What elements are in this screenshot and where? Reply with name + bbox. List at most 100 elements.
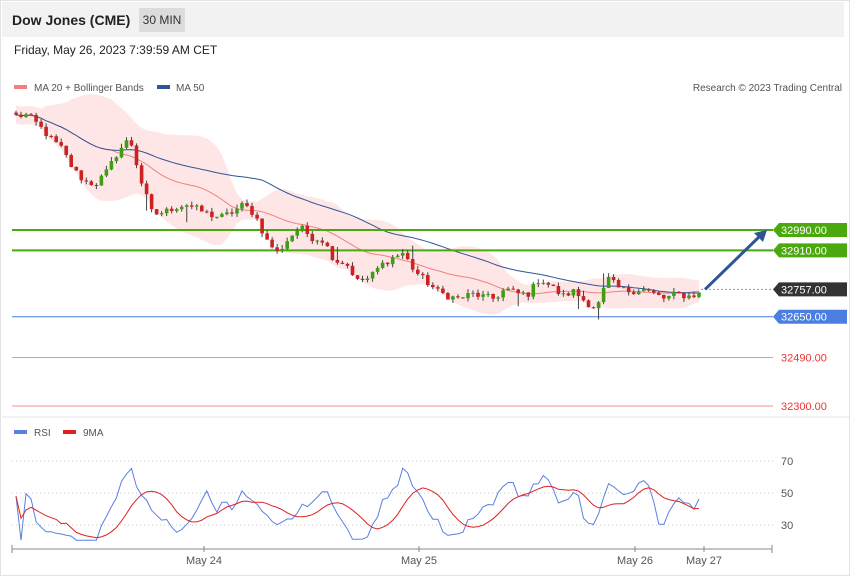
candle-body — [240, 203, 244, 209]
candle-body — [591, 307, 596, 309]
candle-body — [642, 289, 646, 292]
candle-body — [99, 175, 104, 186]
candle-body — [657, 292, 661, 295]
candle-body — [350, 265, 355, 276]
candle-body — [129, 140, 134, 146]
candle-body — [335, 259, 340, 263]
candle-body — [501, 290, 505, 298]
candle-body — [169, 208, 174, 212]
candle-body — [89, 181, 94, 185]
chart-header: Dow Jones (CME) 30 MIN — [2, 2, 844, 37]
candle-body — [190, 205, 194, 207]
candle-body — [616, 280, 621, 288]
candle-body — [476, 292, 480, 297]
candle-body — [652, 290, 656, 293]
candle-body — [566, 293, 571, 296]
candle-body — [225, 212, 229, 215]
target-arrow-head — [754, 230, 767, 242]
candle-body — [355, 275, 360, 279]
candle-body — [139, 165, 144, 184]
candle-body — [461, 297, 465, 299]
candle-body — [662, 294, 666, 299]
level-label-resistance: 32910.00 — [781, 245, 827, 257]
candle-body — [94, 185, 99, 186]
ma50-legend-label: MA 50 — [176, 83, 205, 94]
level-label-last: 32757.00 — [781, 284, 827, 296]
ma50-line — [15, 114, 700, 294]
candle-body — [682, 293, 686, 299]
candle-body — [149, 194, 154, 210]
candle-body — [416, 269, 420, 274]
candle-body — [536, 283, 541, 285]
timeframe-badge[interactable]: 30 MIN — [139, 8, 185, 32]
copyright-text: Research © 2023 Trading Central — [693, 83, 842, 94]
candle-body — [531, 283, 536, 297]
candle-body — [471, 292, 475, 294]
rsi-ma-legend-label: 9MA — [83, 428, 104, 439]
candle-body — [154, 209, 159, 215]
candle-body — [320, 240, 325, 243]
level-label-support: 32300.00 — [781, 401, 827, 413]
candle-body — [526, 292, 531, 297]
candle-body — [431, 284, 435, 288]
candle-body — [310, 233, 315, 242]
candle-body — [410, 259, 415, 270]
candle-body — [164, 208, 169, 214]
candle-body — [270, 239, 274, 248]
candle-body — [285, 241, 289, 249]
candle-body — [395, 255, 400, 258]
candle-body — [14, 112, 18, 115]
level-label-resistance: 32990.00 — [781, 225, 827, 237]
candle-body — [34, 115, 38, 122]
candle-body — [446, 293, 450, 300]
candle-body — [179, 206, 184, 210]
candle-body — [54, 136, 58, 143]
candle-body — [626, 287, 631, 293]
candle-body — [184, 205, 189, 207]
candle-body — [124, 140, 129, 148]
candle-body — [466, 293, 470, 299]
candle-body — [581, 296, 586, 301]
candle-body — [451, 296, 455, 300]
candle-body — [144, 183, 149, 195]
rsi-line — [15, 467, 700, 541]
candle-body — [511, 288, 515, 290]
level-label-support: 32490.00 — [781, 353, 827, 365]
candle-body — [290, 235, 294, 242]
candle-body — [385, 262, 390, 265]
candle-body — [315, 240, 320, 242]
candle-body — [586, 300, 591, 308]
candle-body — [195, 205, 199, 207]
instrument-title: Dow Jones (CME) — [12, 12, 131, 28]
candle-body — [426, 275, 430, 285]
candle-body — [174, 209, 179, 211]
candle-body — [275, 247, 279, 251]
candle-body — [215, 216, 219, 218]
rsi-tick-label: 30 — [781, 520, 793, 532]
candle-body — [636, 291, 641, 295]
time-axis-label: May 26 — [617, 555, 653, 567]
candle-body — [104, 169, 109, 176]
candle-body — [74, 166, 79, 171]
candle-body — [491, 294, 495, 299]
candle-body — [260, 218, 264, 234]
ma50-legend-swatch — [157, 85, 170, 89]
candle-body — [421, 273, 425, 276]
rsi-tick-label: 50 — [781, 488, 793, 500]
candle-body — [325, 242, 330, 247]
candle-body — [621, 287, 626, 289]
rsi-legend-swatch — [14, 430, 27, 434]
candle-body — [667, 296, 671, 299]
candles — [14, 110, 701, 320]
timestamp: Friday, May 26, 2023 7:39:59 AM CET — [14, 43, 218, 57]
candle-body — [541, 282, 546, 284]
candle-body — [405, 253, 410, 260]
candle-body — [29, 114, 33, 116]
candle-body — [255, 214, 259, 219]
candle-body — [250, 206, 254, 215]
candle-body — [109, 161, 114, 170]
candle-body — [49, 136, 53, 137]
candle-body — [596, 302, 601, 309]
candle-body — [19, 114, 23, 117]
